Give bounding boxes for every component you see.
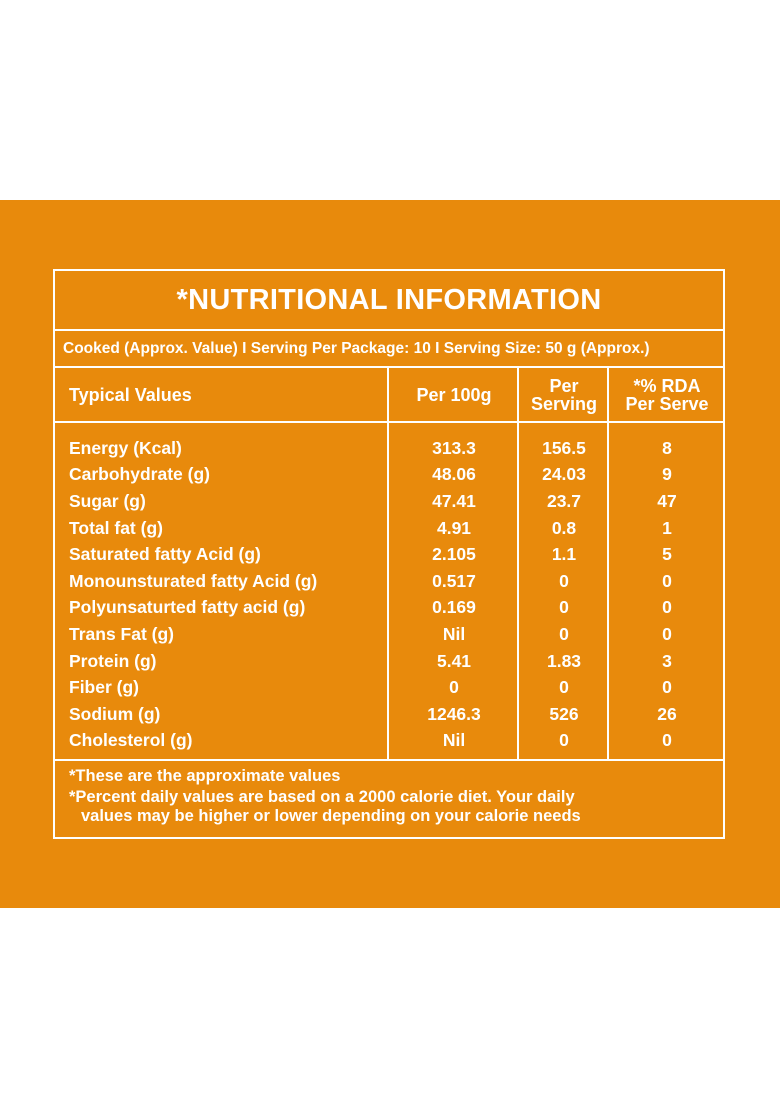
rda-value: 0 (662, 570, 672, 591)
rda-value: 3 (662, 650, 672, 671)
nutrition-label: *NUTRITIONAL INFORMATION Cooked (Approx.… (53, 269, 725, 839)
serving-info: Cooked (Approx. Value) I Serving Per Pac… (55, 331, 723, 368)
table-row: Protein (g) 5.41 1.83 3 (55, 648, 723, 675)
per-serving-value: 0 (559, 570, 569, 591)
table-row: Saturated fatty Acid (g) 2.105 1.1 5 (55, 541, 723, 568)
per-serving-value: 0 (559, 677, 569, 698)
per-100g-value: 1246.3 (427, 703, 481, 724)
column-divider (517, 368, 519, 759)
nutrient-name: Sugar (g) (69, 490, 146, 511)
per-100g-value: 313.3 (432, 437, 476, 458)
nutrient-name: Carbohydrate (g) (69, 464, 210, 485)
per-100g-value: 2.105 (432, 544, 476, 565)
nutrient-name: Total fat (g) (69, 517, 163, 538)
header-typical-values: Typical Values (69, 384, 192, 405)
table-row: Polyunsaturted fatty acid (g) 0.169 0 0 (55, 595, 723, 622)
nutrient-name: Sodium (g) (69, 703, 161, 724)
nutrient-name: Protein (g) (69, 650, 157, 671)
per-100g-value: 47.41 (432, 490, 476, 511)
rda-value: 8 (662, 437, 672, 458)
table-header: Typical Values Per 100g Per Serving *% R… (55, 368, 723, 423)
table-row: Fiber (g) 0 0 0 (55, 674, 723, 701)
table-row: Sodium (g) 1246.3 526 26 (55, 701, 723, 728)
rda-value: 0 (662, 623, 672, 644)
nutrient-name: Saturated fatty Acid (g) (69, 544, 261, 565)
rda-value: 5 (662, 544, 672, 565)
table-row: Total fat (g) 4.91 0.8 1 (55, 515, 723, 542)
rda-value: 0 (662, 597, 672, 618)
header-rda: *% RDA Per Serve (609, 368, 725, 421)
header-per-serving-line1: Per (549, 375, 579, 396)
per-serving-value: 24.03 (542, 464, 586, 485)
nutrient-name: Polyunsaturted fatty acid (g) (69, 597, 306, 618)
rda-value: 47 (657, 490, 677, 511)
nutrient-name: Energy (Kcal) (69, 437, 182, 458)
table-row: Sugar (g) 47.41 23.7 47 (55, 488, 723, 515)
header-per-serving: Per Serving (519, 368, 609, 421)
per-100g-value: 0 (449, 677, 459, 698)
rda-value: 0 (662, 677, 672, 698)
rda-value: 0 (662, 730, 672, 751)
table-row: Energy (Kcal) 313.3 156.5 8 (55, 435, 723, 462)
header-per-serving-line2: Serving (530, 393, 598, 414)
rda-value: 1 (662, 517, 672, 538)
label-title: *NUTRITIONAL INFORMATION (55, 271, 723, 331)
header-rda-line1: *% RDA (633, 375, 701, 396)
header-rda-line2: Per Serve (625, 393, 709, 414)
per-100g-value: 0.169 (432, 597, 476, 618)
per-serving-value: 0.8 (551, 517, 577, 538)
per-100g-value: 4.91 (436, 517, 472, 538)
per-100g-value: 5.41 (436, 650, 472, 671)
table-row: Cholesterol (g) Nil 0 0 (55, 728, 723, 755)
rda-value: 9 (662, 464, 672, 485)
footer-note-approximate: *These are the approximate values (69, 767, 341, 785)
per-serving-value: 1.83 (546, 650, 582, 671)
nutrient-name: Cholesterol (g) (69, 730, 193, 751)
per-serving-value: 526 (549, 703, 579, 724)
table-row: Monounsturated fatty Acid (g) 0.517 0 0 (55, 568, 723, 595)
nutrient-name: Monounsturated fatty Acid (g) (69, 570, 318, 591)
footer-note-daily-values: *Percent daily values are based on a 200… (69, 788, 723, 826)
per-100g-value: 0.517 (432, 570, 476, 591)
per-serving-value: 23.7 (546, 490, 582, 511)
header-per-100g: Per 100g (416, 384, 492, 405)
label-background: *NUTRITIONAL INFORMATION Cooked (Approx.… (0, 200, 780, 908)
nutrient-name: Trans Fat (g) (69, 623, 175, 644)
table-row: Carbohydrate (g) 48.06 24.03 9 (55, 462, 723, 489)
nutrient-name: Fiber (g) (69, 677, 139, 698)
per-serving-value: 0 (559, 623, 569, 644)
footer-note-line1: *Percent daily values are based on a 200… (69, 788, 575, 806)
footer-note-line2: values may be higher or lower depending … (81, 807, 581, 825)
label-footer: *These are the approximate values *Perce… (55, 759, 723, 839)
per-100g-value: Nil (442, 730, 466, 751)
per-serving-value: 1.1 (551, 544, 577, 565)
table-row: Trans Fat (g) Nil 0 0 (55, 621, 723, 648)
column-divider (607, 368, 609, 759)
rda-value: 26 (657, 703, 677, 724)
per-serving-value: 156.5 (542, 437, 586, 458)
per-100g-value: Nil (442, 623, 466, 644)
per-serving-value: 0 (559, 730, 569, 751)
column-divider (387, 368, 389, 759)
per-serving-value: 0 (559, 597, 569, 618)
per-100g-value: 48.06 (432, 464, 476, 485)
